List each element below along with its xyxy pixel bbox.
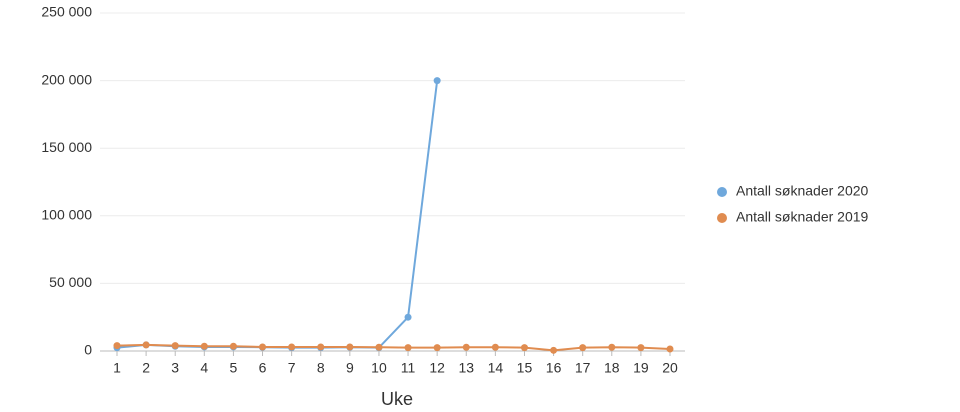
data-point — [404, 313, 412, 321]
data-point — [433, 344, 441, 352]
data-point — [259, 343, 267, 351]
x-tick-label: 10 — [371, 360, 387, 376]
x-tick-label: 13 — [458, 360, 474, 376]
x-tick-label: 7 — [288, 360, 296, 376]
data-point — [550, 346, 558, 354]
x-tick-label: 16 — [546, 360, 562, 376]
x-tick-label: 11 — [401, 360, 416, 376]
data-point — [113, 342, 121, 350]
x-tick-label: 1 — [113, 360, 121, 376]
data-point — [433, 77, 441, 85]
data-point — [462, 343, 470, 351]
x-tick-label: 12 — [429, 360, 445, 376]
x-tick-label: 9 — [346, 360, 354, 376]
y-tick-label: 150 000 — [41, 139, 92, 155]
y-tick-label: 250 000 — [41, 4, 92, 20]
data-point — [491, 343, 499, 351]
x-tick-label: 3 — [171, 360, 179, 376]
x-tick-label: 17 — [575, 360, 591, 376]
y-tick-label: 0 — [84, 342, 92, 358]
x-tick-label: 8 — [317, 360, 325, 376]
y-tick-label: 100 000 — [41, 207, 92, 223]
data-point — [200, 342, 208, 350]
series-line — [116, 343, 671, 352]
x-tick-label: 5 — [230, 360, 238, 376]
data-point — [317, 343, 325, 351]
data-point — [404, 344, 412, 352]
x-tick-label: 6 — [259, 360, 267, 376]
data-point — [229, 342, 237, 350]
data-point — [346, 343, 354, 351]
data-point — [637, 344, 645, 352]
data-point — [579, 344, 587, 352]
x-tick-label: 20 — [662, 360, 678, 376]
x-tick-label: 19 — [633, 360, 649, 376]
data-point — [171, 342, 179, 350]
data-point — [608, 343, 616, 351]
y-tick-label: 200 000 — [41, 71, 92, 87]
data-point — [520, 344, 528, 352]
x-axis-label: Uke — [381, 389, 413, 409]
x-tick-label: 15 — [517, 360, 533, 376]
data-point — [288, 343, 296, 351]
legend-marker — [717, 187, 727, 197]
y-tick-label: 50 000 — [49, 274, 92, 290]
data-point — [666, 345, 674, 353]
data-point — [375, 343, 383, 351]
series-line — [116, 80, 439, 349]
x-tick-label: 2 — [142, 360, 150, 376]
x-tick-label: 4 — [200, 360, 208, 376]
data-point — [142, 341, 150, 349]
legend-marker — [717, 213, 727, 223]
x-tick-label: 18 — [604, 360, 620, 376]
legend-label: Antall søknader 2019 — [736, 209, 869, 225]
x-tick-label: 14 — [488, 360, 504, 376]
legend-label: Antall søknader 2020 — [736, 183, 869, 199]
